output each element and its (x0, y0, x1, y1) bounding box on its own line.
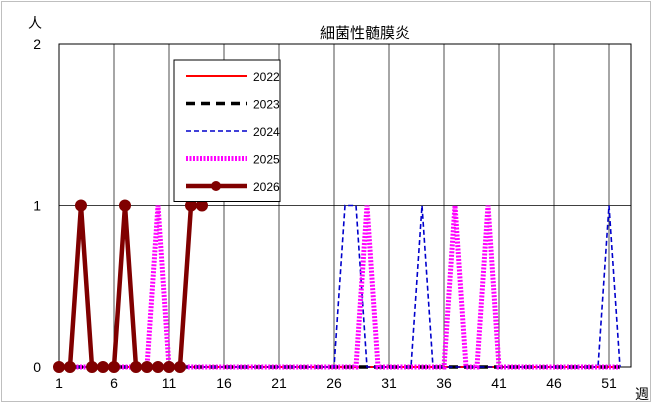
y-tick-label: 2 (33, 36, 41, 52)
series-layer (53, 199, 621, 373)
x-tick-label: 6 (110, 375, 118, 391)
x-tick-label: 1 (55, 375, 63, 391)
legend-label: 2025 (253, 153, 280, 167)
y-tick-label: 0 (33, 359, 41, 375)
x-tick-label: 41 (491, 375, 507, 391)
series-line-2026 (59, 203, 202, 370)
x-tick-label: 11 (162, 375, 177, 391)
x-tick-label: 51 (601, 375, 617, 391)
x-tick-label: 21 (271, 375, 287, 391)
y-axis-label: 人 (28, 15, 42, 31)
legend-label: 2022 (253, 70, 280, 84)
legend-label: 2024 (253, 125, 280, 139)
x-tick-label: 36 (436, 375, 452, 391)
data-point-2026 (163, 361, 175, 373)
x-tick-label: 46 (546, 375, 562, 391)
series-line-2024 (59, 204, 621, 368)
y-tick-label: 1 (33, 198, 41, 214)
data-point-2026 (53, 361, 65, 373)
data-point-2026 (97, 361, 109, 373)
data-point-2026 (108, 361, 120, 373)
x-tick-label: 26 (326, 375, 342, 391)
data-point-2026 (75, 199, 87, 212)
data-point-2026 (130, 361, 142, 373)
data-point-2026 (119, 199, 131, 212)
data-point-2026 (64, 361, 76, 373)
series-line-2025 (59, 205, 620, 370)
data-point-2026 (152, 361, 164, 373)
x-tick-label: 16 (216, 375, 232, 391)
legend-label: 2026 (253, 180, 280, 194)
legend-marker-2026 (211, 181, 221, 191)
legend: 2022 2023 2024 2025 2026 (173, 59, 281, 202)
data-point-2026 (86, 361, 98, 373)
x-axis-label: 週 (635, 386, 649, 402)
legend-label: 2023 (253, 98, 280, 112)
data-point-2026 (174, 361, 186, 373)
chart-title: 細菌性髄膜炎 (320, 25, 410, 42)
data-point-2026 (141, 361, 153, 373)
x-tick-label: 31 (381, 375, 397, 391)
